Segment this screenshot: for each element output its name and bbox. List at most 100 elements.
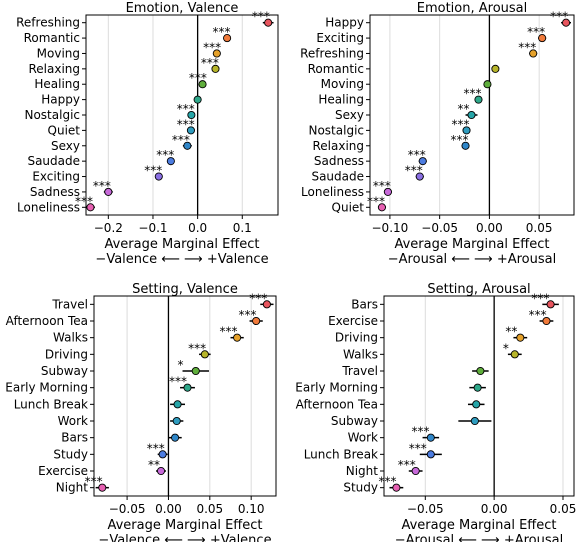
data-point bbox=[193, 95, 202, 104]
data-point bbox=[98, 483, 107, 492]
x-axis-direction-label: −Valence ⟵ ⟶ +Valence bbox=[98, 533, 271, 542]
data-point bbox=[467, 110, 476, 120]
data-point bbox=[516, 333, 525, 342]
significance-label: *** bbox=[529, 308, 547, 322]
x-tick-label: −0.1 bbox=[138, 221, 167, 235]
significance-label: *** bbox=[373, 179, 391, 193]
y-tick-label: Subway bbox=[331, 414, 378, 428]
significance-label: *** bbox=[147, 441, 165, 455]
data-point bbox=[172, 416, 181, 426]
panel-title: Setting, Arousal bbox=[427, 282, 530, 297]
data-point bbox=[183, 141, 192, 150]
y-tick-label: Exercise bbox=[38, 464, 88, 478]
data-point bbox=[472, 400, 481, 409]
data-point bbox=[483, 80, 492, 89]
x-axis-direction-label: −Arousal ⟵ ⟶ +Arousal bbox=[388, 252, 556, 267]
significance-label: *** bbox=[409, 441, 427, 455]
y-tick-label: Loneliness bbox=[17, 200, 80, 214]
significance-label: *** bbox=[85, 475, 103, 489]
significance-label: *** bbox=[239, 308, 257, 322]
data-point bbox=[470, 416, 479, 426]
panel-title: Emotion, Valence bbox=[126, 1, 239, 16]
x-axis-direction-label: −Valence ⟵ ⟶ +Valence bbox=[95, 252, 268, 267]
data-point bbox=[173, 400, 182, 409]
significance-label: *** bbox=[398, 458, 416, 472]
data-point bbox=[418, 157, 427, 166]
data-point bbox=[473, 383, 482, 392]
data-point bbox=[200, 350, 209, 359]
y-tick-label: Night bbox=[56, 481, 89, 495]
data-point bbox=[426, 450, 435, 459]
y-tick-label: Exciting bbox=[32, 170, 80, 184]
y-tick-label: Study bbox=[53, 447, 88, 461]
data-point bbox=[252, 316, 261, 326]
y-tick-label: Work bbox=[348, 431, 378, 445]
y-tick-label: Relaxing bbox=[312, 139, 364, 153]
data-point bbox=[491, 64, 500, 73]
x-tick-label: 0.00 bbox=[155, 502, 182, 516]
y-tick-label: Quiet bbox=[48, 123, 81, 137]
significance-label: *** bbox=[172, 133, 190, 147]
significance-label: ** bbox=[458, 102, 470, 116]
x-axis-label: Average Marginal Effect bbox=[401, 518, 556, 533]
significance-label: *** bbox=[156, 148, 174, 162]
significance-label: ** bbox=[148, 458, 160, 472]
x-tick-label: 0.0 bbox=[188, 221, 207, 235]
y-tick-label: Bars bbox=[61, 431, 88, 445]
data-point bbox=[510, 350, 519, 359]
x-tick-label: 0.05 bbox=[550, 502, 576, 516]
y-tick-label: Relaxing bbox=[28, 62, 80, 76]
y-tick-label: Refreshing bbox=[300, 46, 364, 60]
significance-label: *** bbox=[412, 425, 430, 439]
significance-label: *** bbox=[463, 87, 481, 101]
data-point bbox=[538, 34, 547, 43]
data-point bbox=[171, 433, 180, 442]
y-tick-label: Romantic bbox=[308, 62, 364, 76]
x-tick-label: 0.10 bbox=[238, 502, 265, 516]
y-tick-label: Refreshing bbox=[16, 16, 80, 30]
y-tick-label: Early Morning bbox=[5, 381, 88, 395]
panel-2: Emotion, Arousal −0.10 −0.05 0.00 0.05 Averag… bbox=[300, 1, 575, 267]
significance-label: *** bbox=[550, 10, 568, 24]
y-tick-label: Loneliness bbox=[301, 185, 364, 199]
data-point bbox=[212, 49, 221, 58]
significance-label: *** bbox=[201, 56, 219, 70]
data-point bbox=[461, 141, 470, 150]
significance-label: *** bbox=[93, 179, 111, 193]
x-axis-label: Average Marginal Effect bbox=[104, 237, 259, 252]
y-tick-label: Driving bbox=[45, 347, 88, 361]
data-point bbox=[264, 18, 273, 27]
panel-4: Setting, Arousal −0.05 0.00 0.05 Average Mar… bbox=[295, 282, 576, 542]
x-tick-label: −0.05 bbox=[407, 502, 444, 516]
y-tick-label: Driving bbox=[335, 331, 378, 345]
significance-label: *** bbox=[169, 375, 187, 389]
data-point bbox=[104, 187, 113, 196]
data-point bbox=[187, 110, 196, 120]
significance-label: *** bbox=[189, 71, 207, 85]
data-point bbox=[415, 172, 424, 181]
significance-label: *** bbox=[405, 164, 423, 178]
data-point bbox=[183, 383, 192, 392]
y-tick-label: Night bbox=[346, 464, 379, 478]
y-tick-label: Afternoon Tea bbox=[6, 314, 88, 328]
significance-label: *** bbox=[252, 10, 270, 24]
significance-label: *** bbox=[177, 117, 195, 131]
panel-1: Emotion, Valence −0.2 −0.1 0.0 0.1 Average Ma… bbox=[16, 1, 279, 267]
data-point bbox=[233, 333, 242, 342]
data-point bbox=[426, 433, 435, 442]
x-tick-label: −0.05 bbox=[109, 502, 146, 516]
data-point bbox=[462, 126, 471, 135]
significance-label: *** bbox=[220, 325, 238, 339]
significance-label: *** bbox=[451, 133, 469, 147]
y-tick-label: Sadness bbox=[314, 154, 364, 168]
y-tick-label: Exciting bbox=[316, 31, 364, 45]
x-tick-label: 0.00 bbox=[476, 221, 503, 235]
data-point bbox=[542, 316, 551, 326]
y-tick-label: Sexy bbox=[51, 139, 80, 153]
significance-label: *** bbox=[408, 148, 426, 162]
data-point bbox=[392, 483, 401, 492]
x-tick-label: 0.1 bbox=[233, 221, 252, 235]
y-tick-label: Travel bbox=[51, 297, 88, 311]
y-tick-label: Walks bbox=[53, 331, 88, 345]
